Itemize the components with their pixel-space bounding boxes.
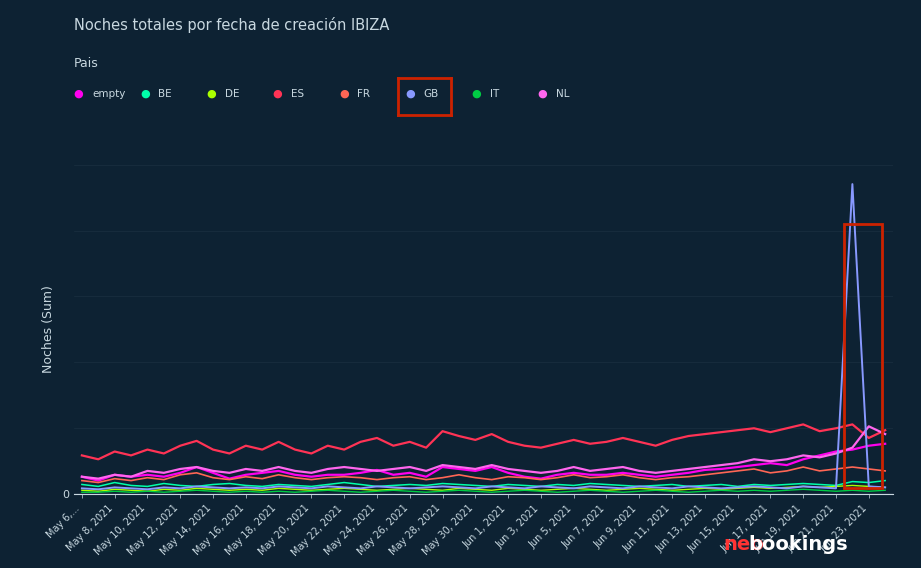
Text: NL: NL [556,89,570,99]
Text: ●: ● [405,89,415,99]
Text: ES: ES [291,89,304,99]
Text: DE: DE [225,89,239,99]
Text: Pais: Pais [74,57,99,70]
Y-axis label: Noches (Sum): Noches (Sum) [41,286,55,373]
Text: ●: ● [472,89,482,99]
Text: bookings: bookings [749,535,848,554]
Text: BE: BE [158,89,172,99]
Text: empty: empty [92,89,125,99]
Text: Noches totales por fecha de creación IBIZA: Noches totales por fecha de creación IBI… [74,17,389,33]
Text: ●: ● [140,89,150,99]
Text: FR: FR [357,89,370,99]
Text: ●: ● [206,89,216,99]
Text: neo: neo [723,535,764,554]
Text: ●: ● [74,89,84,99]
Text: IT: IT [490,89,499,99]
Text: GB: GB [424,89,439,99]
Text: ●: ● [273,89,283,99]
Text: ●: ● [339,89,349,99]
Bar [845,224,882,487]
Text: ●: ● [538,89,548,99]
